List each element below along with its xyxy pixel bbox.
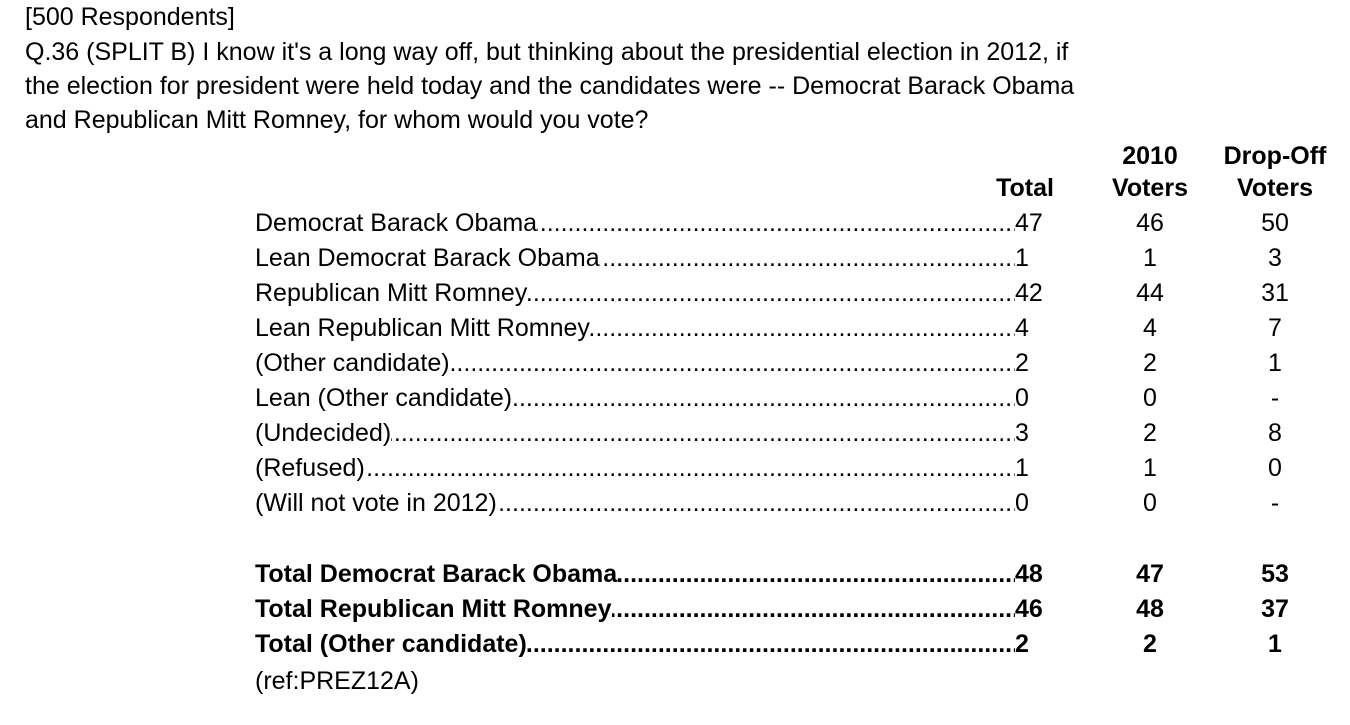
column-header-dropoff-voters: Drop-Off Voters: [1205, 140, 1345, 204]
column-header-2010-line1: 2010: [1122, 142, 1178, 170]
row-label: ........................................…: [255, 277, 1015, 309]
row-label-text: Republican Mitt Romney: [255, 279, 528, 307]
voters-2010-value: 2: [1143, 630, 1157, 658]
dropoff-value: 50: [1261, 209, 1289, 237]
question-text: Q.36 (SPLIT B) I know it's a long way of…: [25, 35, 1325, 137]
row-label: ........................................…: [255, 628, 1015, 660]
table-row: ........................................…: [255, 382, 1335, 414]
table-row: ........................................…: [255, 207, 1335, 239]
column-header-dropoff-line2: Voters: [1237, 174, 1313, 202]
total-value: 48: [1015, 560, 1043, 588]
row-label: ........................................…: [255, 382, 1015, 414]
question-line: the election for president were held tod…: [25, 72, 1075, 100]
voters-2010-value: 2: [1143, 349, 1157, 377]
row-label: ........................................…: [255, 347, 1015, 379]
row-label: ........................................…: [255, 593, 1015, 625]
row-label-text: Total Democrat Barack Obama: [255, 560, 618, 588]
question-line: Q.36 (SPLIT B) I know it's a long way of…: [25, 38, 1069, 66]
row-label: ........................................…: [255, 417, 1015, 449]
column-header-2010-line2: Voters: [1112, 174, 1188, 202]
row-label-text: (Will not vote in 2012): [255, 489, 497, 517]
dropoff-value: 3: [1268, 244, 1282, 272]
table-row: ........................................…: [255, 347, 1335, 379]
voters-2010-value: 0: [1143, 489, 1157, 517]
total-value: 2: [1015, 630, 1029, 658]
table-row: ........................................…: [255, 312, 1335, 344]
row-label: ........................................…: [255, 312, 1015, 344]
row-label-text: Democrat Barack Obama: [255, 209, 538, 237]
total-value: 2: [1015, 349, 1029, 377]
total-row: ........................................…: [255, 558, 1335, 590]
voters-2010-value: 1: [1143, 244, 1157, 272]
voters-2010-value: 2: [1143, 419, 1157, 447]
reference-code: (ref:PREZ12A): [255, 667, 419, 695]
total-row: ........................................…: [255, 593, 1335, 625]
row-label-text: Total Republican Mitt Romney: [255, 595, 612, 623]
total-value: 4: [1015, 314, 1029, 342]
column-header-dropoff-line1: Drop-Off: [1223, 142, 1327, 170]
table-row: ........................................…: [255, 487, 1335, 519]
row-label: ........................................…: [255, 487, 1015, 519]
row-label-text: (Undecided): [255, 419, 392, 447]
dropoff-value: -: [1270, 384, 1280, 412]
row-label: ........................................…: [255, 452, 1015, 484]
table-row: ........................................…: [255, 417, 1335, 449]
total-value: 47: [1015, 209, 1043, 237]
column-header-total: Total: [975, 172, 1075, 204]
row-label: ........................................…: [255, 242, 1015, 274]
dropoff-value: 1: [1268, 630, 1282, 658]
dropoff-value: 7: [1268, 314, 1282, 342]
voters-2010-value: 46: [1136, 209, 1164, 237]
voters-2010-value: 1: [1143, 454, 1157, 482]
column-header-total-label: Total: [996, 174, 1054, 202]
table-row: ........................................…: [255, 277, 1335, 309]
respondents-count: [500 Respondents]: [25, 3, 235, 31]
column-header-2010-voters: 2010 Voters: [1100, 140, 1200, 204]
row-label-text: Total (Other candidate): [255, 630, 527, 658]
row-label-text: (Refused): [255, 454, 365, 482]
total-value: 3: [1015, 419, 1029, 447]
voters-2010-value: 47: [1136, 560, 1164, 588]
total-value: 46: [1015, 595, 1043, 623]
table-row: ........................................…: [255, 452, 1335, 484]
total-value: 42: [1015, 279, 1043, 307]
question-line: and Republican Mitt Romney, for whom wou…: [25, 106, 649, 134]
dropoff-value: 1: [1268, 349, 1282, 377]
dropoff-value: 37: [1261, 595, 1289, 623]
dot-leader: ........................................…: [255, 454, 1015, 482]
dropoff-value: 31: [1261, 279, 1289, 307]
voters-2010-value: 0: [1143, 384, 1157, 412]
total-value: 0: [1015, 489, 1029, 517]
row-label-text: (Other candidate): [255, 349, 450, 377]
row-label: ........................................…: [255, 207, 1015, 239]
total-value: 0: [1015, 384, 1029, 412]
voters-2010-value: 44: [1136, 279, 1164, 307]
total-value: 1: [1015, 244, 1029, 272]
total-value: 1: [1015, 454, 1029, 482]
voters-2010-value: 4: [1143, 314, 1157, 342]
dropoff-value: 0: [1268, 454, 1282, 482]
voters-2010-value: 48: [1136, 595, 1164, 623]
dropoff-value: 8: [1268, 419, 1282, 447]
row-label-text: Lean Republican Mitt Romney: [255, 314, 590, 342]
row-label-text: Lean Democrat Barack Obama: [255, 244, 600, 272]
row-label-text: Lean (Other candidate): [255, 384, 513, 412]
dropoff-value: -: [1270, 489, 1280, 517]
row-label: ........................................…: [255, 558, 1015, 590]
table-row: ........................................…: [255, 242, 1335, 274]
dropoff-value: 53: [1261, 560, 1289, 588]
total-row: ........................................…: [255, 628, 1335, 660]
